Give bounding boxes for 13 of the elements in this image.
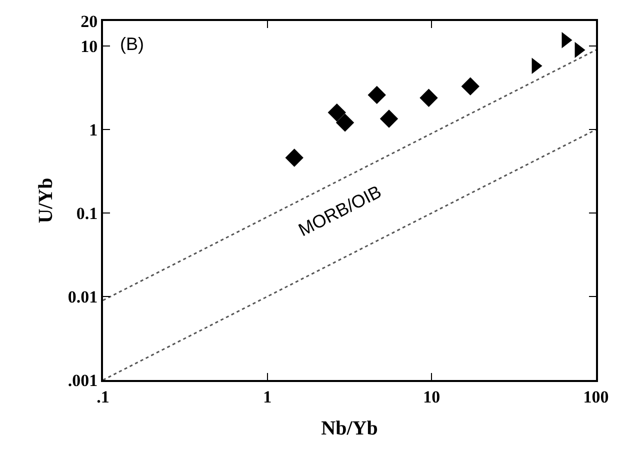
x-tick-label: 10 <box>423 387 440 406</box>
y-tick-label: 1 <box>89 120 98 140</box>
x-tick-label: 1 <box>263 387 272 406</box>
x-tick-label: .1 <box>96 387 110 406</box>
x-axis-title: Nb/Yb <box>321 417 378 440</box>
y-axis-title: U/Yb <box>34 178 57 224</box>
y-tick-label: .001 <box>68 370 98 390</box>
y-tick-label: 0.01 <box>68 287 98 306</box>
y-tick-label: 0.1 <box>76 204 98 224</box>
y-tick-label: 20 <box>80 12 98 31</box>
annotation: (B) <box>120 34 144 54</box>
x-tick-label: 100 <box>583 387 609 406</box>
y-tick-label: 10 <box>80 37 98 56</box>
